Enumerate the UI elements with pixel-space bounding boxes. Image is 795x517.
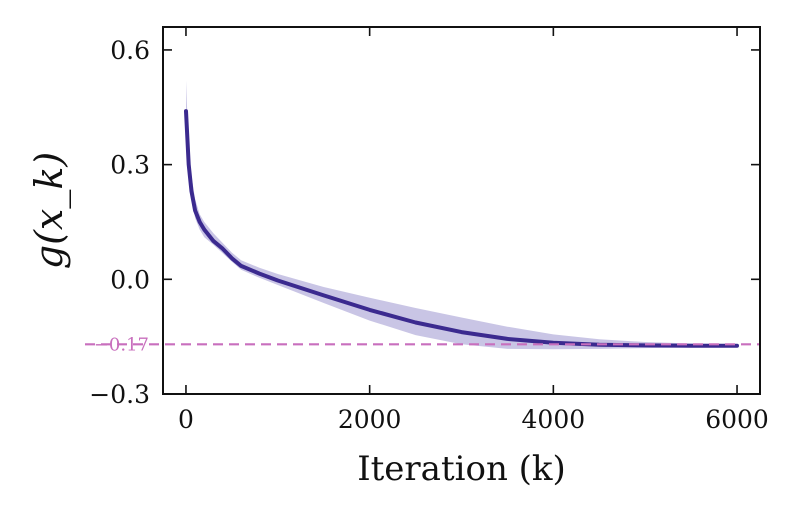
x-tick-label: 6000 bbox=[705, 405, 769, 434]
series-layer bbox=[184, 109, 739, 348]
x-tick-label: 2000 bbox=[338, 405, 402, 434]
y-axis-title: g(x_k) bbox=[27, 152, 72, 269]
reference-label: −0.17 bbox=[94, 334, 149, 355]
y-tick-label: 0.0 bbox=[110, 265, 150, 294]
plot-frame bbox=[162, 26, 761, 395]
y-tick-label: 0.6 bbox=[110, 36, 150, 65]
band-layer bbox=[186, 80, 737, 350]
axes-layer: 0 2000 4000 6000 0.6 0.3 0.0 −0.3 bbox=[89, 26, 769, 434]
spread-band bbox=[186, 80, 737, 350]
y-tick-label: 0.3 bbox=[110, 151, 150, 180]
reference-layer: −0.17 bbox=[85, 334, 760, 355]
y-tick-label: −0.3 bbox=[89, 380, 150, 409]
x-tick-label: 4000 bbox=[522, 405, 586, 434]
x-axis-title: Iteration (k) bbox=[357, 449, 566, 489]
x-tick-label: 0 bbox=[178, 405, 194, 434]
series-line-mean bbox=[184, 109, 739, 348]
